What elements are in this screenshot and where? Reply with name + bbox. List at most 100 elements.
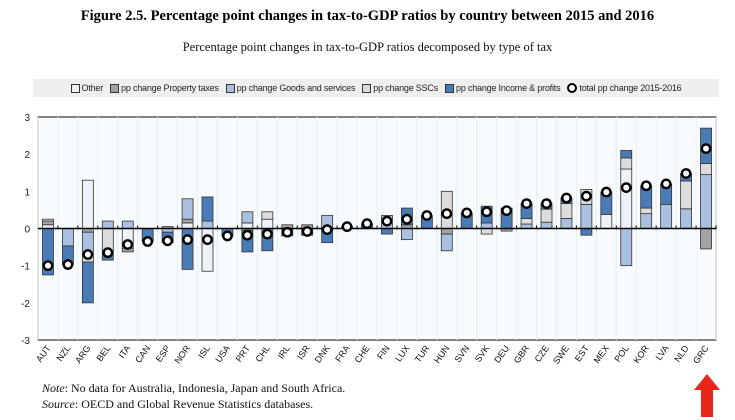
total-marker-FIN (381, 215, 393, 227)
total-marker-NLD (680, 168, 692, 179)
x-tick-label: GRC (691, 343, 711, 366)
bar-segment-HUN (440, 233, 453, 252)
bar-segment-NOR (181, 198, 194, 220)
legend-label: pp change Income & profits (456, 83, 561, 93)
total-marker-DNK (321, 224, 333, 236)
total-marker-ARG (82, 249, 94, 260)
bar-segment-AUT (42, 218, 54, 222)
total-marker-LUX (401, 213, 413, 225)
y-tick-label: 1 (24, 187, 30, 198)
total-marker-SWE (561, 192, 572, 204)
bar-segment-KOR (640, 213, 653, 229)
bar-segment-HUN (440, 228, 453, 235)
total-marker-PRT (241, 229, 253, 241)
x-tick-label: NLD (672, 343, 691, 364)
total-marker-BEL (102, 247, 114, 259)
bar-segment-POL (620, 228, 633, 267)
red-arrow-icon (694, 374, 720, 417)
bar-segment-ITA (121, 220, 134, 229)
bar-segment-GBR (520, 218, 533, 225)
total-marker-AUT (42, 260, 54, 272)
x-tick-label: CHE (353, 343, 372, 364)
total-marker-IRL (281, 226, 293, 238)
legend-item-total: total pp change 2015-2016 (567, 83, 682, 93)
total-marker-SVN (461, 207, 473, 219)
bar-segment-FIN (381, 228, 393, 235)
legend: Other pp change Property taxes pp change… (33, 79, 719, 97)
total-marker-CZE (541, 198, 552, 209)
total-marker-FRA (341, 221, 353, 233)
bar-segment-BEL (101, 220, 114, 229)
x-tick-label: CHL (253, 343, 272, 363)
x-tick-label: FRA (333, 343, 352, 363)
bar-segment-ARG (81, 179, 94, 229)
x-tick-label: SWE (551, 343, 571, 366)
bar-segment-MEX (600, 213, 613, 229)
total-marker-ISL (202, 234, 213, 246)
x-tick-label: DNK (313, 343, 332, 364)
x-tick-label: PRT (234, 343, 253, 364)
note-text: : No data for Australia, Indonesia, Japa… (64, 381, 346, 395)
x-tick-label: ESP (154, 343, 173, 363)
y-tick-label: -2 (21, 299, 30, 310)
x-tick-label: GBR (512, 343, 532, 365)
bar-segment-LVA (660, 203, 673, 229)
x-tick-label: AUT (34, 343, 53, 364)
total-marker-ITA (122, 239, 134, 250)
legend-swatch (225, 83, 235, 93)
bar-segment-POL (620, 150, 633, 159)
legend-item-other: Other (70, 83, 104, 93)
bar-segment-CHL (261, 211, 274, 220)
bar-segment-POL (620, 168, 633, 229)
bar-segment-SVK (480, 222, 493, 229)
legend-label: Other (81, 83, 104, 93)
bar-segment-LUX (401, 228, 413, 241)
bar-segment-KOR (640, 207, 653, 215)
total-marker-CHE (361, 218, 373, 230)
stacked-bar-chart: -3 -2 -1 0 1 2 3 AUT NZL ARG BEL ITA CAN ESP NOR ISL USA… (21, 113, 717, 366)
total-marker-ISR (301, 226, 313, 237)
total-marker-MEX (600, 186, 612, 198)
x-tick-label: HUN (432, 343, 451, 365)
x-tick-label: POL (612, 343, 631, 363)
chart-subtitle: Percentage point changes in tax-to-GDP r… (182, 40, 553, 54)
y-tick-label: 2 (24, 150, 30, 161)
total-marker-GBR (521, 198, 532, 209)
legend-label: pp change Property taxes (121, 83, 219, 93)
bar-segment-PRT (241, 211, 254, 224)
bar-segment-CHL (261, 218, 274, 229)
legend-swatch (362, 83, 372, 93)
x-tick-label: ISR (295, 343, 312, 361)
x-tick-label: SVK (473, 343, 492, 363)
source: Source: OECD and Global Revenue Statisti… (42, 397, 313, 412)
total-marker-HUN (441, 208, 453, 220)
x-tick-label: DEU (492, 343, 511, 364)
legend-label: pp change SSCs (373, 83, 439, 93)
bar-segment-ISL (201, 196, 214, 222)
total-marker-SVK (481, 206, 493, 218)
total-marker-GRC (700, 143, 712, 154)
legend-item-income: pp change Income & profits (445, 83, 561, 93)
total-marker-NZL (62, 259, 74, 270)
total-marker-CAN (142, 236, 154, 247)
bar-segment-POL (620, 157, 633, 170)
legend-label: total pp change 2015-2016 (579, 83, 682, 93)
source-text: : OECD and Global Revenue Statistics dat… (74, 397, 314, 411)
y-tick-label: -3 (21, 336, 30, 347)
x-tick-label: BEL (94, 343, 112, 363)
x-tick-label: USA (213, 343, 232, 364)
x-tick-label: FIN (375, 343, 392, 361)
total-marker-EST (580, 190, 592, 202)
bar-segment-GRC (700, 163, 712, 176)
x-tick-label: ISL (196, 343, 212, 360)
legend-item-property: pp change Property taxes (110, 83, 219, 93)
bar-segment-NLD (680, 180, 692, 210)
bar-segment-SWE (560, 218, 573, 229)
note-label: Note (42, 381, 65, 395)
note: Note: No data for Australia, Indonesia, … (42, 381, 345, 396)
total-marker-USA (222, 230, 233, 242)
bar-segment-ARG (81, 261, 94, 304)
bar-segment-SVK (480, 228, 493, 235)
x-tick-label: NOR (173, 343, 193, 366)
x-tick-label: ITA (117, 343, 133, 360)
